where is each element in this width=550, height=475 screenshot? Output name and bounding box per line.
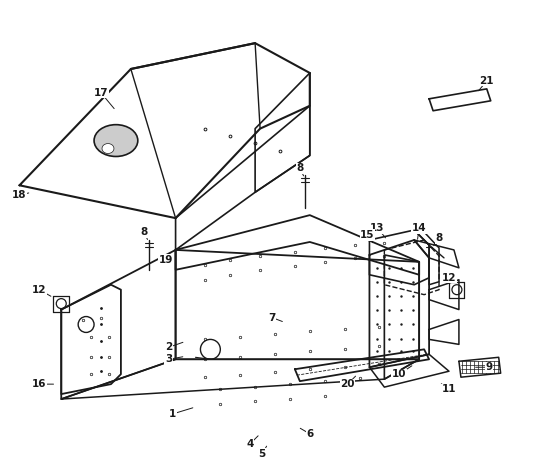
- Text: 19: 19: [158, 255, 173, 265]
- Text: 17: 17: [94, 88, 108, 98]
- Text: 5: 5: [258, 449, 266, 459]
- Text: 9: 9: [485, 362, 492, 372]
- Text: 6: 6: [306, 429, 313, 439]
- Text: 8: 8: [140, 227, 147, 237]
- Text: 15: 15: [360, 230, 375, 240]
- Ellipse shape: [102, 143, 114, 153]
- Text: 2: 2: [165, 342, 172, 352]
- Text: 12: 12: [32, 285, 47, 294]
- Text: 16: 16: [32, 379, 47, 389]
- Text: 12: 12: [442, 273, 456, 283]
- Text: 13: 13: [370, 223, 384, 233]
- Ellipse shape: [94, 124, 138, 156]
- Text: 14: 14: [412, 223, 426, 233]
- Text: 8: 8: [436, 233, 443, 243]
- Text: 20: 20: [340, 379, 355, 389]
- Text: 4: 4: [246, 439, 254, 449]
- Text: 21: 21: [480, 76, 494, 86]
- Text: 1: 1: [169, 409, 176, 419]
- Text: 3: 3: [165, 354, 172, 364]
- Text: 10: 10: [392, 369, 406, 379]
- Text: 7: 7: [268, 313, 276, 323]
- Text: 8: 8: [296, 163, 304, 173]
- Text: 18: 18: [12, 190, 27, 200]
- Text: 11: 11: [442, 384, 456, 394]
